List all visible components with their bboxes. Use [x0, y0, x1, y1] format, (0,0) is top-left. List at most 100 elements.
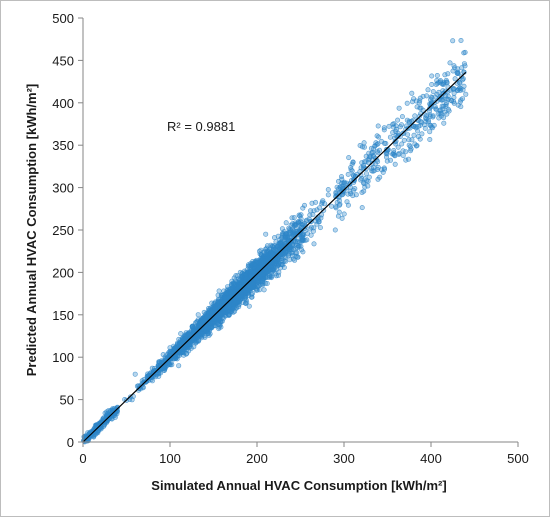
data-point [461, 50, 467, 56]
data-point [261, 287, 267, 293]
data-point [264, 280, 270, 286]
data-point [439, 103, 445, 109]
data-point [458, 104, 464, 110]
data-point [339, 215, 345, 221]
data-point [287, 257, 293, 263]
x-tick-label: 300 [333, 451, 355, 466]
data-point [350, 187, 356, 193]
data-point [249, 291, 255, 297]
data-point [417, 136, 423, 142]
data-point [396, 150, 402, 156]
data-point [359, 205, 365, 211]
data-point [411, 132, 417, 138]
data-point [275, 272, 281, 278]
data-point [379, 167, 385, 173]
data-point [350, 172, 356, 178]
data-point [441, 120, 447, 126]
data-point [368, 145, 374, 151]
data-point [223, 309, 229, 315]
data-point [187, 342, 193, 348]
data-point [416, 123, 422, 129]
data-point [422, 125, 428, 131]
data-point [394, 126, 400, 132]
y-tick-label: 100 [52, 350, 74, 365]
y-axis-title: Predicted Annual HVAC Consumption [kWh/m… [24, 84, 39, 377]
data-point [427, 129, 433, 135]
data-point [339, 176, 345, 182]
x-tick-label: 0 [79, 451, 86, 466]
data-point [395, 144, 401, 150]
data-point [221, 299, 227, 305]
data-point [393, 133, 399, 139]
data-point [377, 174, 383, 180]
data-point [445, 71, 451, 77]
data-point [288, 222, 294, 228]
data-point [357, 143, 363, 149]
data-point [195, 312, 201, 318]
data-point [282, 231, 288, 237]
data-point [345, 171, 351, 177]
data-point [311, 225, 317, 231]
data-point [405, 132, 411, 138]
data-point [460, 76, 466, 82]
data-point [404, 100, 410, 106]
data-point [433, 82, 439, 88]
data-point [381, 125, 387, 131]
data-point [418, 105, 424, 111]
data-point [398, 122, 404, 128]
data-point [277, 240, 283, 246]
data-point [450, 38, 456, 44]
data-point [243, 272, 249, 278]
data-point [289, 250, 295, 256]
data-point [430, 89, 436, 95]
data-point [427, 137, 433, 143]
data-point [228, 290, 234, 296]
data-point [432, 94, 438, 100]
data-point [289, 242, 295, 248]
data-point [361, 159, 367, 165]
data-point [457, 99, 463, 105]
data-point [182, 332, 188, 338]
data-point [317, 225, 323, 231]
y-tick-label: 400 [52, 96, 74, 111]
data-point [299, 236, 305, 242]
y-tick-label: 0 [67, 435, 74, 450]
x-axis-ticks: 0 100 200 300 400 500 [79, 442, 529, 466]
data-point [361, 188, 367, 194]
data-point [160, 352, 166, 358]
trend-line [82, 71, 467, 443]
y-tick-label: 150 [52, 308, 74, 323]
data-point [335, 213, 341, 219]
data-point [366, 154, 372, 160]
data-point [405, 156, 411, 162]
data-point [461, 83, 467, 89]
data-point [301, 202, 307, 208]
data-point [447, 60, 453, 66]
data-point [425, 87, 431, 93]
data-point [313, 199, 319, 205]
data-point [353, 192, 359, 198]
data-point [415, 134, 421, 140]
data-point [375, 123, 381, 129]
data-point [341, 211, 347, 217]
y-tick-label: 500 [52, 11, 74, 26]
data-point [420, 93, 426, 99]
data-point [361, 140, 367, 146]
data-point [336, 198, 342, 204]
data-point [399, 141, 405, 147]
data-point [202, 312, 208, 318]
data-point [399, 114, 405, 120]
data-point [319, 201, 325, 207]
data-point [256, 248, 262, 254]
data-point [295, 241, 301, 247]
data-point [439, 97, 445, 103]
data-point [263, 231, 269, 237]
data-point [403, 157, 409, 163]
data-point [358, 177, 364, 183]
data-point [365, 183, 371, 189]
data-point [411, 96, 417, 102]
data-point [371, 168, 377, 174]
data-point [293, 246, 299, 252]
data-point [460, 87, 466, 93]
